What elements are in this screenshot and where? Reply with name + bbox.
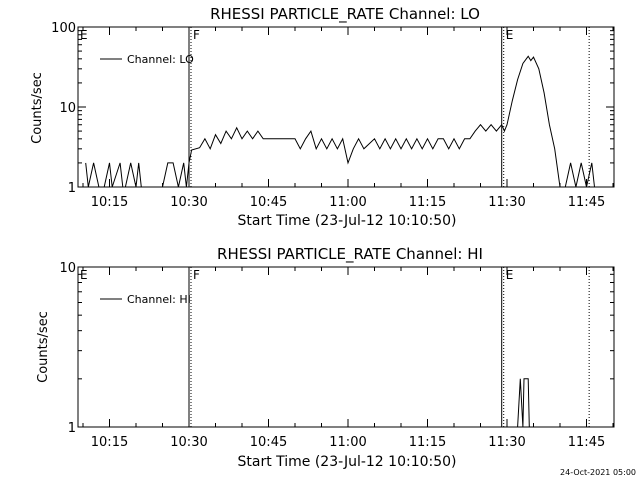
panel-lo-plot: 1 10 100 10:15 10:30 10:45 11:00 11:15 11:30 11:4… (51, 21, 615, 210)
y-tick-label: 10 (59, 261, 76, 276)
marker-label: F (193, 268, 200, 282)
marker-label: F (193, 28, 200, 42)
plot-frame (77, 266, 615, 428)
panel-hi-plot: 1 10 10:15 10:30 10:45 11:00 11:15 11:30 11:45 E F… (59, 261, 615, 450)
x-tick-label: 10:15 (91, 435, 128, 450)
y-tick-label: 1 (68, 421, 76, 436)
x-tick-label: 11:45 (568, 195, 605, 210)
x-tick-label: 10:45 (250, 195, 287, 210)
marker-label: E (80, 28, 88, 42)
y-tick-label: 1 (68, 181, 76, 196)
marker-label: E (506, 268, 514, 282)
y-tick-label: 10 (59, 101, 76, 116)
x-tick-label: 10:30 (170, 435, 207, 450)
panel-hi-ylabel: Counts/sec (36, 311, 51, 383)
panel-hi-title: RHESSI PARTICLE_RATE Channel: HI (217, 245, 483, 264)
x-tick-label: 11:00 (329, 435, 366, 450)
panel-hi: RHESSI PARTICLE_RATE Channel: HI Counts/… (36, 245, 615, 470)
y-tick-label: 100 (51, 21, 76, 36)
x-tick-label: 11:30 (488, 435, 525, 450)
panel-lo-xlabel: Start Time (23-Jul-12 10:10:50) (237, 213, 456, 229)
x-tick-label: 11:00 (329, 195, 366, 210)
x-tick-label: 10:45 (250, 435, 287, 450)
x-tick-label: 10:15 (91, 195, 128, 210)
x-tick-label: 10:30 (170, 195, 207, 210)
panel-lo-ylabel: Counts/sec (30, 72, 45, 144)
panel-lo: RHESSI PARTICLE_RATE Channel: LO Counts/… (30, 5, 615, 229)
legend-label: Channel: HI (127, 293, 191, 306)
marker-label: E (80, 268, 88, 282)
x-tick-label: 11:30 (488, 195, 525, 210)
footer-timestamp: 24-Oct-2021 05:00 (560, 468, 636, 477)
legend-label: Channel: LO (127, 53, 194, 66)
panel-hi-xlabel: Start Time (23-Jul-12 10:10:50) (237, 454, 456, 470)
series-line (517, 378, 530, 428)
panel-lo-title: RHESSI PARTICLE_RATE Channel: LO (210, 5, 480, 24)
x-tick-label: 11:15 (409, 195, 446, 210)
series-line (85, 55, 595, 188)
x-tick-label: 11:45 (568, 435, 605, 450)
marker-label: E (506, 28, 514, 42)
x-tick-label: 11:15 (409, 435, 446, 450)
